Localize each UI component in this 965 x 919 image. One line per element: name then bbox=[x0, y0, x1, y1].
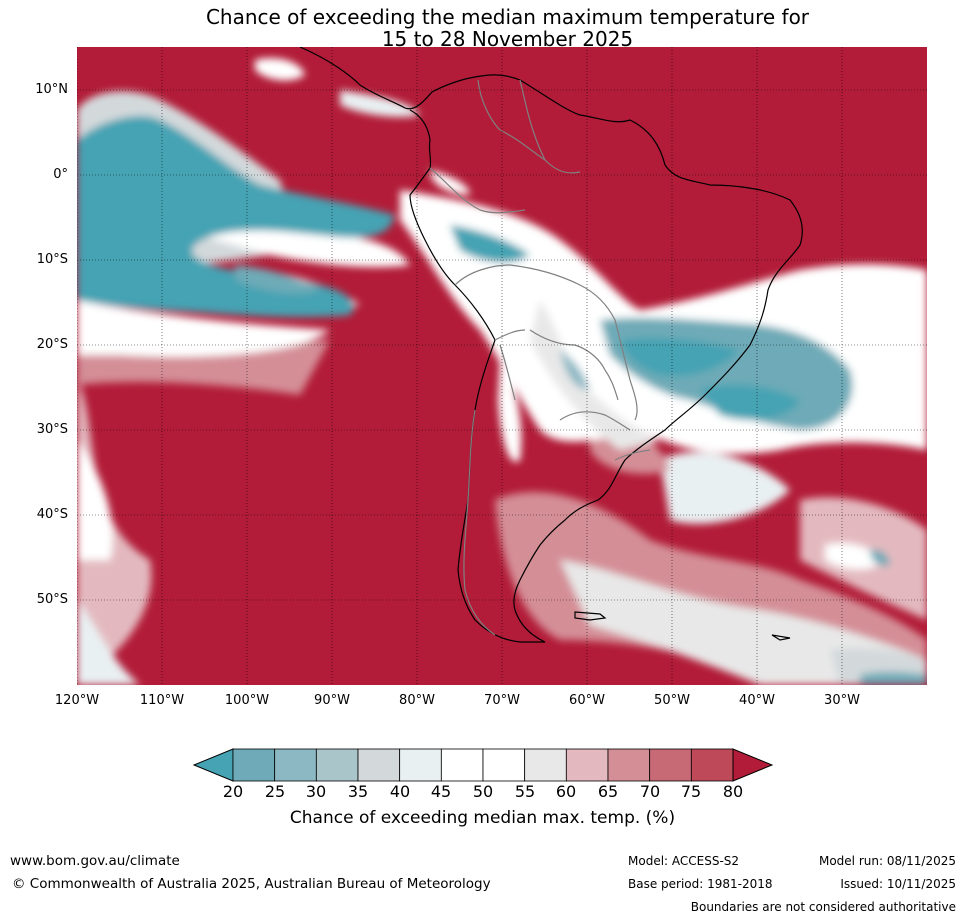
colorbar-swatch bbox=[482, 748, 526, 782]
model-run-text: Model run: 08/11/2025 bbox=[818, 854, 956, 868]
colorbar-tick: 55 bbox=[514, 782, 536, 801]
lat-label-20s: 20°S bbox=[36, 337, 68, 352]
disclaimer-text: Boundaries are not considered authoritat… bbox=[690, 900, 956, 914]
probability-field bbox=[77, 47, 927, 685]
lon-label-110w: 110°W bbox=[139, 693, 185, 708]
colorbar-tick: 50 bbox=[472, 782, 494, 801]
lon-label-100w: 100°W bbox=[224, 693, 270, 708]
colorbar-label: Chance of exceeding median max. temp. (%… bbox=[289, 808, 676, 828]
colorbar bbox=[192, 748, 774, 782]
colorbar-swatch bbox=[274, 748, 317, 782]
base-period-text: Base period: 1981-2018 bbox=[628, 877, 773, 891]
map-title-line2: 15 to 28 November 2025 bbox=[381, 27, 634, 51]
lon-label-120w: 120°W bbox=[54, 693, 100, 708]
colorbar-swatch bbox=[607, 748, 651, 782]
lat-label-10n: 10°N bbox=[35, 82, 68, 97]
colorbar-tick: 20 bbox=[222, 782, 244, 801]
colorbar-swatch bbox=[649, 748, 692, 782]
lon-label-60w: 60°W bbox=[569, 693, 605, 708]
colorbar-right-arrow bbox=[732, 748, 774, 782]
colorbar-tick: 30 bbox=[305, 782, 327, 801]
lat-label-10s: 10°S bbox=[36, 252, 68, 267]
map-title-line1: Chance of exceeding the median maximum t… bbox=[205, 5, 810, 29]
lon-label-90w: 90°W bbox=[314, 693, 350, 708]
colorbar-tick: 60 bbox=[555, 782, 577, 801]
colorbar-swatch bbox=[357, 748, 401, 782]
colorbar-swatch bbox=[315, 748, 359, 782]
colorbar-tick: 45 bbox=[430, 782, 452, 801]
graticule bbox=[77, 47, 927, 685]
lat-label-40s: 40°S bbox=[36, 507, 68, 522]
lon-label-70w: 70°W bbox=[484, 693, 520, 708]
colorbar-tick: 70 bbox=[639, 782, 661, 801]
colorbar-swatch bbox=[232, 748, 276, 782]
colorbar-tick: 25 bbox=[264, 782, 286, 801]
country-borders bbox=[429, 79, 651, 636]
lon-label-40w: 40°W bbox=[739, 693, 775, 708]
lat-label-0: 0° bbox=[53, 167, 68, 182]
colorbar-swatch bbox=[690, 748, 734, 782]
colorbar-swatch bbox=[524, 748, 567, 782]
colorbar-swatch bbox=[440, 748, 484, 782]
lon-label-50w: 50°W bbox=[654, 693, 690, 708]
colorbar-swatch bbox=[565, 748, 609, 782]
colorbar-swatch bbox=[399, 748, 442, 782]
website-link[interactable]: www.bom.gov.au/climate bbox=[10, 853, 180, 869]
coastline bbox=[299, 47, 803, 643]
colorbar-tick: 40 bbox=[389, 782, 411, 801]
lon-label-30w: 30°W bbox=[824, 693, 860, 708]
lat-label-50s: 50°S bbox=[36, 592, 68, 607]
colorbar-tick: 65 bbox=[597, 782, 619, 801]
colorbar-tick: 35 bbox=[347, 782, 369, 801]
copyright-text: © Commonwealth of Australia 2025, Austra… bbox=[12, 876, 491, 892]
colorbar-tick: 80 bbox=[722, 782, 744, 801]
model-text: Model: ACCESS-S2 bbox=[628, 854, 740, 868]
colorbar-left-arrow bbox=[192, 748, 234, 782]
lon-label-80w: 80°W bbox=[399, 693, 435, 708]
colorbar-tick: 75 bbox=[680, 782, 702, 801]
lat-label-30s: 30°S bbox=[36, 422, 68, 437]
issued-text: Issued: 10/11/2025 bbox=[840, 877, 956, 891]
